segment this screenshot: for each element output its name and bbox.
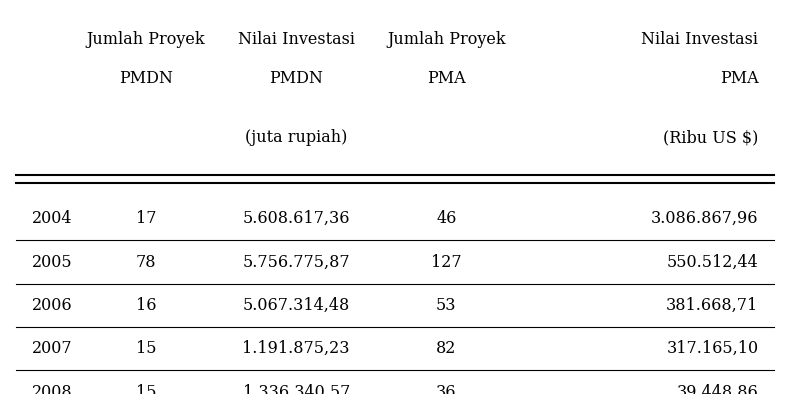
- Text: 15: 15: [136, 383, 156, 394]
- Text: 5.756.775,87: 5.756.775,87: [243, 253, 350, 271]
- Text: 127: 127: [431, 253, 461, 271]
- Text: 17: 17: [136, 210, 156, 227]
- Text: Jumlah Proyek: Jumlah Proyek: [387, 31, 506, 48]
- Text: 1.191.875,23: 1.191.875,23: [243, 340, 350, 357]
- Text: 3.086.867,96: 3.086.867,96: [651, 210, 758, 227]
- Text: 2006: 2006: [32, 297, 72, 314]
- Text: 2004: 2004: [32, 210, 72, 227]
- Text: Jumlah Proyek: Jumlah Proyek: [87, 31, 205, 48]
- Text: PMDN: PMDN: [119, 70, 173, 87]
- Text: Nilai Investasi: Nilai Investasi: [641, 31, 758, 48]
- Text: PMA: PMA: [427, 70, 465, 87]
- Text: 15: 15: [136, 340, 156, 357]
- Text: 2007: 2007: [32, 340, 72, 357]
- Text: 550.512,44: 550.512,44: [667, 253, 758, 271]
- Text: 2005: 2005: [32, 253, 72, 271]
- Text: 39.448,86: 39.448,86: [677, 383, 758, 394]
- Text: 36: 36: [436, 383, 457, 394]
- Text: 16: 16: [136, 297, 156, 314]
- Text: (Ribu US $): (Ribu US $): [663, 129, 758, 147]
- Text: 2008: 2008: [32, 383, 72, 394]
- Text: (juta rupiah): (juta rupiah): [245, 129, 348, 147]
- Text: Nilai Investasi: Nilai Investasi: [238, 31, 355, 48]
- Text: 317.165,10: 317.165,10: [666, 340, 758, 357]
- Text: 53: 53: [436, 297, 457, 314]
- Text: PMA: PMA: [720, 70, 758, 87]
- Text: 5.608.617,36: 5.608.617,36: [243, 210, 350, 227]
- Text: 46: 46: [436, 210, 457, 227]
- Text: 5.067.314,48: 5.067.314,48: [243, 297, 350, 314]
- Text: PMDN: PMDN: [269, 70, 323, 87]
- Text: 381.668,71: 381.668,71: [666, 297, 758, 314]
- Text: 1.336.340,57: 1.336.340,57: [243, 383, 350, 394]
- Text: 82: 82: [436, 340, 457, 357]
- Text: 78: 78: [136, 253, 156, 271]
